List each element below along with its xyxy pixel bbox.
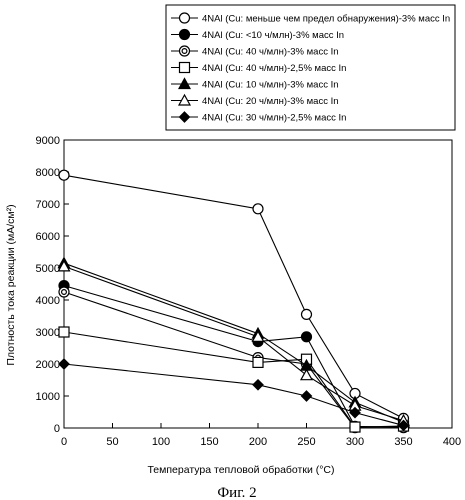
legend-item: 4NAl (Cu: 30 ч/млн)-2,5% масс In [171, 111, 346, 124]
legend-marker [177, 77, 192, 90]
legend-box [165, 4, 456, 131]
data-point [252, 203, 264, 215]
series-layer [57, 169, 411, 434]
legend-label: 4NAl (Cu: меньше чем предел обнаружения)… [202, 14, 450, 25]
legend-marker [178, 61, 191, 74]
y-tick-label: 8000 [36, 167, 60, 179]
legend-marker [177, 93, 192, 106]
figure-caption: Фиг. 2 [217, 485, 256, 500]
x-tick-label: 400 [443, 436, 461, 448]
y-tick-label: 6000 [36, 231, 60, 243]
legend-label: 4NAl (Cu: 40 ч/млн)-2,5% масс In [202, 63, 346, 74]
data-point [397, 419, 410, 432]
x-tick-label: 150 [200, 436, 218, 448]
legend-label: 4NAl (Cu: <10 ч/млн)-3% масс In [202, 30, 344, 41]
data-point [300, 308, 313, 320]
x-tick-label: 300 [346, 436, 364, 448]
legend-item: 4NAl (Cu: 20 ч/млн)-3% масс In [171, 93, 339, 107]
y-tick-label: 9000 [36, 135, 60, 147]
data-point [252, 378, 264, 391]
legend-label: 4NAl (Cu: 40 ч/млн)-3% масс In [202, 47, 339, 58]
y-tick-label: 2000 [36, 359, 60, 371]
data-point [299, 368, 314, 381]
data-point [349, 421, 361, 433]
data-point [57, 259, 71, 272]
x-tick-label: 100 [152, 436, 170, 448]
x-tick-label: 250 [297, 436, 315, 448]
y-tick-label: 4000 [36, 295, 60, 307]
legend-item: 4NAl (Cu: 10 ч/млн)-3% масс In [171, 77, 339, 91]
data-point [58, 358, 70, 370]
legend-label: 4NAl (Cu: 20 ч/млн)-3% масс In [202, 96, 339, 107]
legend-item: 4NAl (Cu: 40 ч/млн)-3% масс In [171, 45, 339, 58]
x-tick-label: 200 [249, 436, 267, 448]
data-point [58, 326, 70, 338]
data-point [300, 331, 313, 343]
x-axis-title: Температура тепловой обработки (°C) [147, 464, 334, 476]
data-point [58, 286, 70, 298]
y-tick-label: 3000 [36, 327, 60, 339]
y-tick-label: 5000 [36, 263, 60, 275]
y-tick-label: 1000 [36, 391, 60, 403]
legend-label: 4NAl (Cu: 30 ч/млн)-2,5% масс In [202, 113, 346, 124]
legend-item: 4NAl (Cu: 40 ч/млн)-2,5% масс In [171, 61, 346, 74]
data-point [251, 330, 265, 342]
data-point [58, 169, 70, 181]
legend-marker [178, 28, 191, 41]
data-point [349, 406, 361, 419]
series-1 [58, 169, 410, 424]
y-axis-title: Плотность тока реакции (мА/см²) [5, 204, 17, 365]
y-tick-label: 7000 [36, 199, 60, 211]
data-point [300, 390, 313, 402]
legend: 4NAl (Cu: меньше чем предел обнаружения)… [165, 4, 456, 131]
series-7 [58, 358, 410, 432]
legend-marker [178, 45, 191, 57]
x-tick-label: 0 [61, 436, 67, 448]
legend-label: 4NAl (Cu: 10 ч/млн)-3% масс In [202, 80, 339, 91]
legend-marker [178, 111, 191, 123]
data-point [252, 356, 264, 368]
y-tick-label: 0 [54, 423, 60, 435]
axes: 0 1000 2000 3000 4000 5000 6000 7000 8000 9000 0 50… [36, 135, 462, 448]
legend-marker [178, 12, 191, 24]
x-tick-label: 50 [106, 436, 118, 448]
legend-item: 4NAl (Cu: <10 ч/млн)-3% масс In [171, 28, 344, 41]
legend-item: 4NAl (Cu: меньше чем предел обнаружения)… [171, 12, 450, 25]
x-tick-label: 350 [394, 436, 412, 448]
